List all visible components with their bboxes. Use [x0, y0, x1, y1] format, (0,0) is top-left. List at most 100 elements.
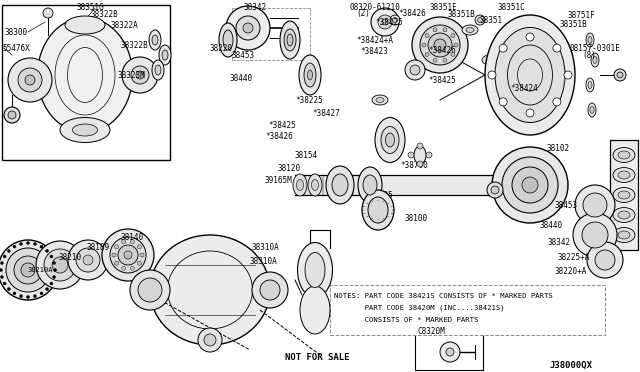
Text: J38000QX: J38000QX: [550, 360, 593, 369]
Ellipse shape: [372, 95, 388, 105]
Circle shape: [43, 8, 53, 18]
Circle shape: [110, 237, 146, 273]
Ellipse shape: [462, 25, 478, 35]
Text: *38426: *38426: [398, 9, 426, 17]
Text: *38424+A: *38424+A: [356, 35, 393, 45]
Circle shape: [118, 245, 138, 265]
Text: 38342: 38342: [243, 3, 266, 12]
Circle shape: [124, 251, 132, 259]
Circle shape: [122, 57, 158, 93]
Circle shape: [3, 255, 6, 258]
Circle shape: [454, 43, 458, 47]
Circle shape: [131, 66, 149, 84]
Circle shape: [512, 167, 548, 203]
Circle shape: [371, 8, 399, 36]
Ellipse shape: [307, 70, 312, 80]
Text: *38426: *38426: [428, 45, 456, 55]
Ellipse shape: [593, 57, 597, 64]
Circle shape: [18, 68, 42, 92]
Ellipse shape: [284, 29, 296, 51]
Ellipse shape: [613, 208, 635, 222]
Ellipse shape: [618, 171, 630, 179]
Circle shape: [428, 33, 452, 57]
Text: 38453: 38453: [555, 201, 578, 209]
Text: 55476X: 55476X: [2, 44, 29, 52]
Circle shape: [446, 348, 454, 356]
Circle shape: [564, 71, 572, 79]
Text: 39165M: 39165M: [265, 176, 292, 185]
Text: 38751F: 38751F: [568, 10, 596, 19]
Bar: [415, 328, 483, 370]
Circle shape: [502, 157, 558, 213]
Ellipse shape: [362, 190, 394, 230]
Circle shape: [420, 25, 460, 65]
Circle shape: [3, 282, 6, 285]
Text: *38425: *38425: [428, 76, 456, 84]
Circle shape: [417, 161, 423, 167]
Circle shape: [433, 28, 437, 32]
Circle shape: [26, 241, 29, 244]
Ellipse shape: [149, 30, 161, 50]
Ellipse shape: [308, 174, 322, 196]
Ellipse shape: [586, 33, 594, 47]
Ellipse shape: [613, 148, 635, 163]
Text: (2): (2): [356, 9, 370, 17]
Ellipse shape: [618, 211, 630, 219]
Circle shape: [499, 44, 507, 52]
Ellipse shape: [300, 286, 330, 334]
Circle shape: [417, 143, 423, 149]
Bar: [330, 285, 605, 335]
Circle shape: [83, 255, 93, 265]
Circle shape: [122, 240, 125, 244]
Circle shape: [21, 263, 35, 277]
Ellipse shape: [414, 146, 426, 164]
Text: 38210A: 38210A: [28, 267, 54, 273]
Ellipse shape: [588, 81, 592, 89]
Circle shape: [553, 98, 561, 106]
Ellipse shape: [280, 21, 300, 59]
Ellipse shape: [223, 30, 233, 50]
Circle shape: [575, 185, 615, 225]
Circle shape: [433, 58, 437, 62]
Circle shape: [408, 152, 414, 158]
Circle shape: [8, 249, 10, 253]
Text: 38351C: 38351C: [498, 3, 525, 12]
Circle shape: [131, 266, 134, 270]
Circle shape: [1, 276, 3, 279]
Circle shape: [582, 222, 608, 248]
Text: 38140: 38140: [120, 232, 143, 241]
Ellipse shape: [486, 58, 494, 62]
Circle shape: [45, 288, 49, 291]
Circle shape: [0, 269, 3, 272]
Ellipse shape: [363, 175, 377, 195]
Ellipse shape: [618, 231, 630, 239]
Text: 38154: 38154: [295, 151, 318, 160]
Circle shape: [50, 255, 53, 258]
Ellipse shape: [613, 228, 635, 243]
Circle shape: [19, 243, 22, 246]
Text: NOT FOR SALE: NOT FOR SALE: [285, 353, 349, 362]
Circle shape: [422, 43, 426, 47]
Ellipse shape: [298, 243, 333, 298]
Text: 38120: 38120: [278, 164, 301, 173]
Circle shape: [614, 69, 626, 81]
Circle shape: [8, 288, 10, 291]
Circle shape: [136, 71, 144, 79]
Circle shape: [451, 33, 455, 38]
Ellipse shape: [485, 15, 575, 135]
Text: *38225: *38225: [295, 96, 323, 105]
Text: *38425: *38425: [268, 121, 296, 129]
Text: *38425: *38425: [365, 190, 393, 199]
Circle shape: [13, 292, 16, 295]
Ellipse shape: [304, 63, 316, 87]
Text: 38323M: 38323M: [117, 71, 145, 80]
Circle shape: [426, 152, 432, 158]
Ellipse shape: [588, 103, 596, 117]
Ellipse shape: [152, 35, 158, 45]
Text: 38342: 38342: [548, 237, 571, 247]
Text: *38423: *38423: [360, 46, 388, 55]
Ellipse shape: [219, 23, 237, 57]
Text: NOTES: PART CODE 38421S CONSISTS OF * MARKED PARTS: NOTES: PART CODE 38421S CONSISTS OF * MA…: [334, 293, 553, 299]
Ellipse shape: [162, 50, 168, 60]
Circle shape: [492, 147, 568, 223]
